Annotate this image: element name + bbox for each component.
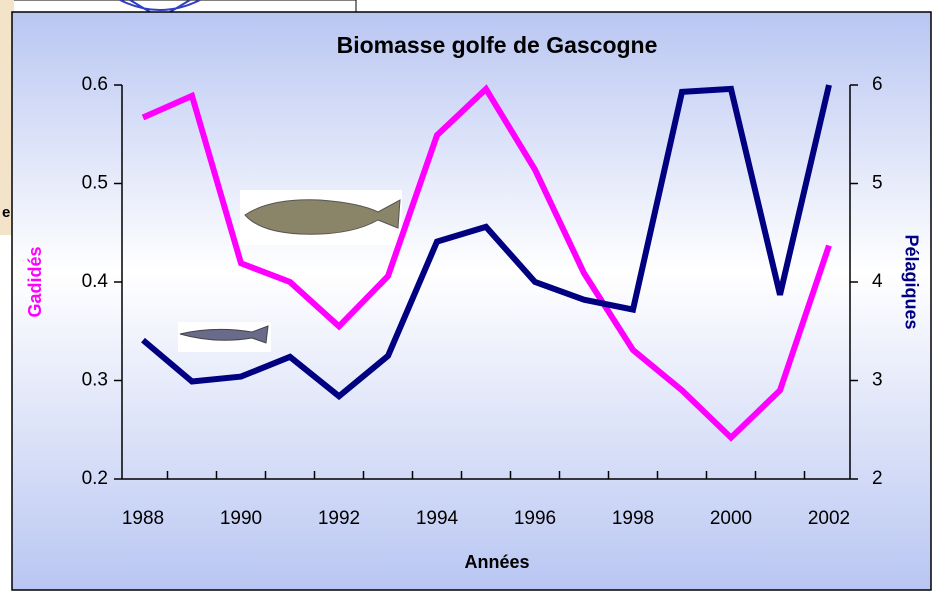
- y-tick-label: 0.5: [82, 173, 108, 194]
- y-tick-label: 0.2: [82, 468, 108, 489]
- y-tick-label: 0.4: [82, 271, 109, 292]
- x-axis-label: Années: [464, 552, 529, 572]
- y2-tick-label: 5: [872, 173, 883, 194]
- x-tick-label: 1994: [416, 508, 459, 529]
- fish-cod: [240, 190, 402, 245]
- y2-tick-label: 6: [872, 74, 883, 95]
- y2-tick-label: 4: [872, 271, 883, 292]
- x-tick-label: 1990: [220, 508, 262, 529]
- series-line: [141, 84, 832, 401]
- previous-drawing: [119, 0, 201, 13]
- fish-anchovy: [178, 322, 271, 352]
- x-tick-label: 1992: [318, 508, 360, 529]
- x-tick-label: 2000: [710, 508, 752, 529]
- x-tick-label: 1996: [514, 508, 556, 529]
- y-tick-label: 0.6: [82, 74, 108, 95]
- y-tick-label: 0.3: [82, 370, 108, 391]
- y-axis-label: Gadidés: [25, 246, 45, 317]
- y2-tick-label: 3: [872, 370, 883, 391]
- series-line: [141, 84, 832, 442]
- previous-text: e: [2, 204, 10, 221]
- fish-anchovy-body: [179, 325, 269, 344]
- chart-title: Biomasse golfe de Gascogne: [337, 32, 658, 58]
- fish-cod-body: [244, 199, 401, 235]
- y2-axis-label: Pélagiques: [901, 234, 921, 329]
- x-tick-label: 1988: [122, 508, 164, 529]
- y2-tick-label: 2: [872, 468, 883, 489]
- previous-strip: [0, 0, 14, 235]
- x-tick-label: 1998: [612, 508, 654, 529]
- x-tick-label: 2002: [808, 508, 850, 529]
